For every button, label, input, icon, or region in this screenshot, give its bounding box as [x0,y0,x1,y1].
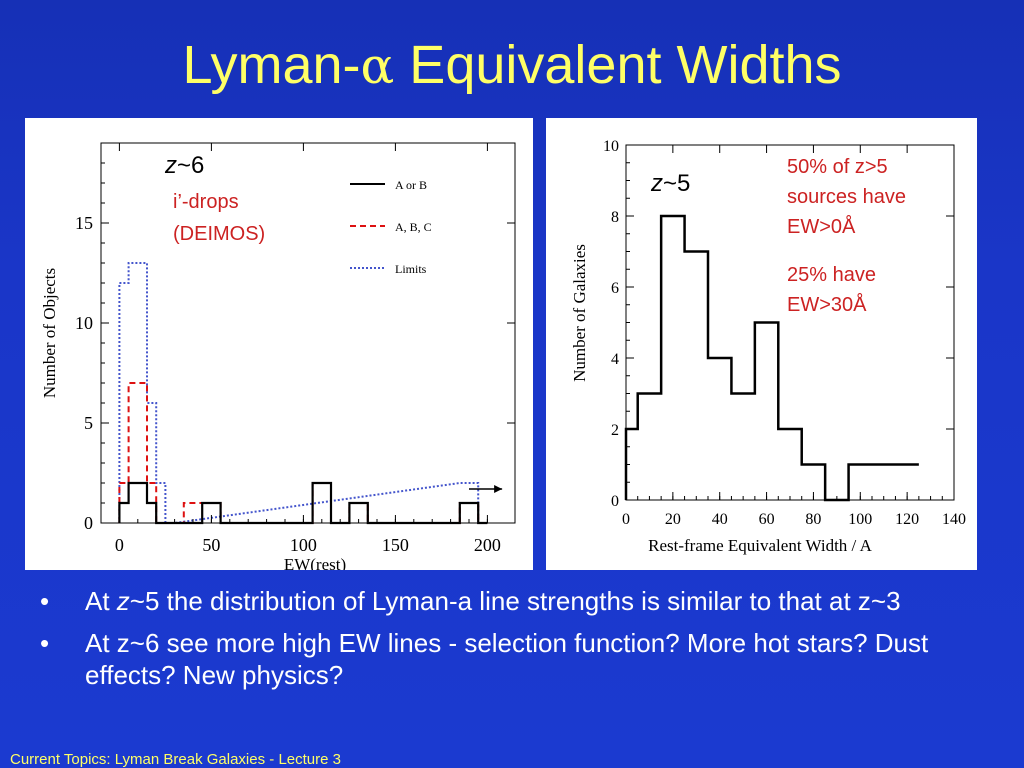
chart-panel-z5: 0 20 40 60 80 100 120 140 0 2 4 6 8 10 z~5 50% of z>5… [546,118,977,570]
bullet-marker: • [40,586,50,616]
slide-footer: Current Topics: Lyman Break Galaxies - L… [10,751,341,768]
chart-z5-xtick-label: 60 [759,511,775,528]
chart-z6-note-line2: (DEIMOS) [173,223,265,245]
bullet-marker: • [40,628,50,658]
chart-z5-redshift-value: ~5 [663,170,690,197]
bullet-1-text: ~5 the distribution of Lyman-a line stre… [129,586,901,616]
chart-z6-note-line1: i’-drops [173,191,239,213]
series-a-b-c-line [118,382,488,524]
chart-z6-xtick-label: 200 [474,535,501,555]
chart-z5-xtick-label: 40 [712,511,728,528]
chart-z6-xlabel: EW(rest) [284,555,346,570]
chart-z6-legend-label: A, B, C [395,220,432,234]
chart-z6-redshift-value: ~6 [177,152,204,179]
chart-z6-redshift: z~6 [164,152,204,179]
chart-z5-ytick-label: 4 [611,351,619,368]
chart-z6-xtick-label: 150 [382,535,409,555]
chart-z5-xtick-label: 20 [665,511,681,528]
chart-z5-ytick-label: 6 [611,280,619,297]
bullet-1-italic: z [116,586,130,616]
chart-z6-ytick-label: 10 [75,313,93,333]
chart-z6-legend-label: A or B [395,178,427,192]
chart-z5-note1-line2: sources have [787,186,906,208]
chart-z6-xtick-label: 50 [202,535,220,555]
chart-z6-ytick-label: 5 [84,413,93,433]
chart-z5-redshift: z~5 [650,170,690,197]
chart-z5-xtick-label: 100 [848,511,872,528]
chart-z5-series [624,214,919,502]
chart-panel-z6: 0 50 100 150 200 0 5 10 15 z~6 i’-drops (DEIMOS)… [25,118,533,570]
title-greek-alpha: α [360,37,395,95]
chart-z6-svg: 0 50 100 150 200 0 5 10 15 z~6 i’-drops (DEIMOS)… [40,142,516,570]
bullet-list: • At z~5 the distribution of Lyman-a lin… [40,585,980,701]
chart-z5-redshift-z: z [650,170,663,197]
chart-z5-note1-line3: EW>0Å [787,215,856,238]
chart-z6-ticks: 0 50 100 150 200 0 5 10 15 [75,142,515,555]
chart-z5-ticks: 0 20 40 60 80 100 120 140 0 2 4 6 8 10 [603,138,966,528]
chart-z6-legend-label: Limits [395,262,427,276]
chart-z5-histogram-line [624,214,919,502]
chart-z5-svg: 0 20 40 60 80 100 120 140 0 2 4 6 8 10 z~5 50% of z>5… [570,138,966,555]
chart-z6-ytick-label: 15 [75,213,93,233]
title-suffix: Equivalent Widths [394,35,842,95]
chart-z5-xtick-label: 140 [942,511,966,528]
chart-z5-note1-line1: 50% of z>5 [787,156,888,178]
chart-z6-xtick-label: 0 [115,535,124,555]
title-prefix: Lyman- [182,35,361,95]
series-a-or-b-line [118,481,488,525]
bullet-item-2: • At z~6 see more high EW lines - select… [40,627,980,691]
bullet-item-1: • At z~5 the distribution of Lyman-a lin… [40,585,980,617]
chart-z5-ytick-label: 2 [611,422,619,439]
chart-z5-xtick-label: 0 [622,511,630,528]
chart-z6-axes [100,142,516,524]
chart-z5-ylabel: Number of Galaxies [570,244,589,382]
bullet-2-text: At z~6 see more high EW lines - selectio… [85,628,929,690]
chart-z5-ytick-label: 8 [611,209,619,226]
chart-z5-ytick-label: 0 [611,493,619,510]
chart-z6-legend: A or B A, B, C Limits [350,178,432,276]
chart-z6-redshift-z: z [164,152,177,179]
series-limits-line [118,262,488,524]
chart-z5-ytick-label: 10 [603,138,619,155]
chart-z6-ylabel: Number of Objects [40,268,59,398]
chart-z6-ytick-label: 0 [84,513,93,533]
chart-z5-note2-line1: 25% have [787,264,876,286]
chart-z6-limit-arrowhead [494,485,503,493]
chart-z6-xtick-label: 100 [290,535,317,555]
slide-title: Lyman-α Equivalent Widths [0,38,1024,92]
chart-z5-xtick-label: 120 [895,511,919,528]
chart-z6-series [118,262,503,525]
chart-z6-frame [100,142,516,524]
chart-z5-xtick-label: 80 [805,511,821,528]
chart-z5-note2-line2: EW>30Å [787,293,867,316]
chart-z5-xlabel: Rest-frame Equivalent Width / A [648,536,872,555]
bullet-1-prefix: At [85,586,117,616]
